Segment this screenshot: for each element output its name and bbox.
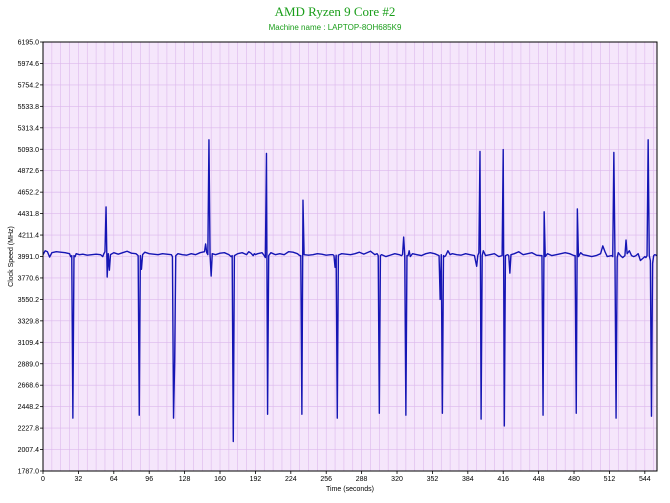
- y-tick-label: 4211.4: [18, 233, 39, 240]
- y-tick-label: 5313.4: [18, 125, 40, 132]
- x-tick-label: 224: [285, 476, 297, 483]
- y-tick-label: 5974.6: [18, 61, 40, 68]
- x-tick-label: 96: [145, 476, 153, 483]
- y-tick-label: 3770.6: [18, 275, 40, 282]
- x-tick-label: 128: [179, 476, 191, 483]
- y-tick-label: 5533.8: [18, 104, 40, 111]
- y-axis-title: Clock Speed (MHz): [8, 226, 15, 287]
- series-group: [42, 139, 658, 443]
- x-tick-label: 0: [41, 476, 45, 483]
- y-tick-label: 1787.0: [18, 469, 40, 476]
- chart-title: AMD Ryzen 9 Core #2: [274, 4, 396, 19]
- y-tick-label: 3991.0: [18, 254, 40, 261]
- tick-labels: 0 32 64 96 128 160 192 224 256 288 320 352 384 416 448…: [18, 40, 651, 484]
- x-tick-label: 32: [75, 476, 83, 483]
- y-tick-label: 4872.6: [18, 168, 40, 175]
- x-tick-label: 288: [356, 476, 368, 483]
- x-axis-title: Time (seconds): [326, 486, 374, 493]
- y-tick-label: 2227.8: [18, 426, 40, 433]
- y-tick-label: 5754.2: [18, 82, 40, 89]
- y-tick-label: 2668.6: [18, 383, 40, 390]
- x-tick-label: 256: [320, 476, 332, 483]
- y-tick-label: 2889.0: [18, 361, 40, 368]
- y-tick-label: 4431.8: [18, 211, 40, 218]
- x-tick-label: 160: [214, 476, 226, 483]
- x-tick-label: 480: [568, 476, 580, 483]
- y-tick-label: 3550.2: [18, 297, 40, 304]
- y-tick-label: 2007.4: [18, 447, 40, 454]
- x-tick-label: 320: [391, 476, 403, 483]
- series-line: [42, 139, 658, 443]
- x-tick-label: 384: [462, 476, 474, 483]
- x-tick-label: 352: [427, 476, 439, 483]
- y-tick-label: 5093.0: [18, 147, 40, 154]
- y-tick-label: 4652.2: [18, 190, 40, 197]
- chart-subtitle: Machine name : LAPTOP-8OH685K9: [268, 23, 402, 32]
- x-tick-label: 416: [497, 476, 509, 483]
- x-tick-label: 64: [110, 476, 118, 483]
- x-tick-label: 544: [639, 476, 651, 483]
- y-tick-label: 3329.8: [18, 318, 40, 325]
- grid-lines: [42, 41, 657, 472]
- x-tick-label: 448: [533, 476, 545, 483]
- y-tick-label: 3109.4: [18, 340, 40, 347]
- y-tick-label: 6195.0: [18, 40, 40, 47]
- y-tick-label: 2448.2: [18, 404, 40, 411]
- x-tick-label: 192: [250, 476, 262, 483]
- x-tick-label: 512: [604, 476, 616, 483]
